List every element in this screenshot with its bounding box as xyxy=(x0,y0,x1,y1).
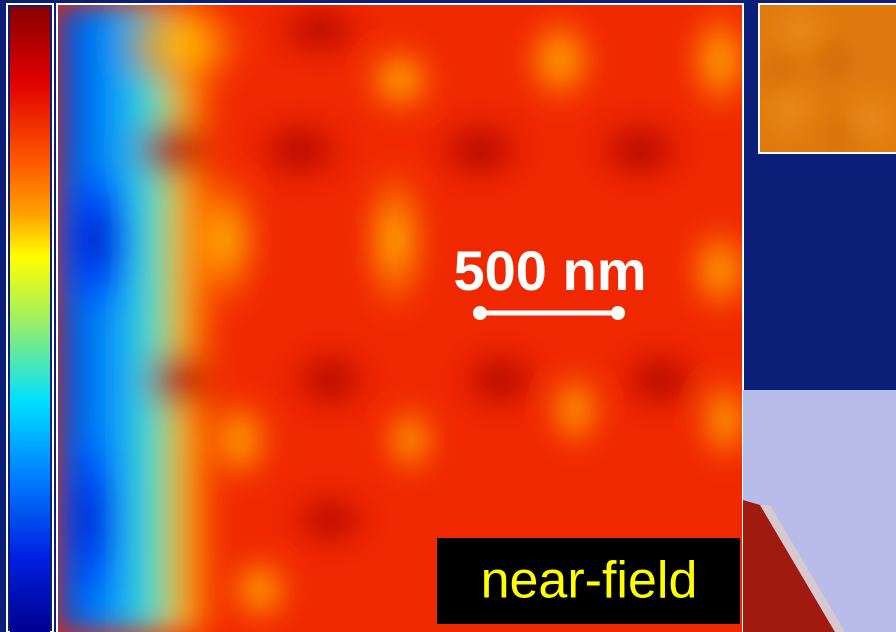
blue-spot xyxy=(50,150,140,330)
hot-spot xyxy=(185,160,265,320)
dark-spot xyxy=(285,345,375,415)
dark-spot xyxy=(285,490,375,550)
inset-dark xyxy=(822,117,858,153)
blue-spot xyxy=(55,410,125,630)
dark-spot xyxy=(615,345,705,415)
colorbar xyxy=(10,7,50,632)
inset-dark xyxy=(813,38,857,82)
mode-label: near-field xyxy=(481,552,698,610)
dark-spot xyxy=(455,345,545,415)
hot-spot xyxy=(685,220,755,320)
hot-spot xyxy=(685,0,755,120)
hot-spot xyxy=(360,40,440,120)
dark-spot xyxy=(140,345,220,415)
hot-spot xyxy=(545,365,605,455)
inset-image xyxy=(760,5,896,153)
hot-spot xyxy=(520,10,600,110)
hot-spot xyxy=(225,550,295,630)
near-field-map xyxy=(50,0,755,632)
scale-bar-end xyxy=(473,306,487,320)
hot-spot xyxy=(380,400,440,480)
inset-bright xyxy=(765,85,815,135)
dark-spot xyxy=(130,115,220,185)
dark-spot xyxy=(590,115,690,185)
scale-label: 500 nm xyxy=(454,239,647,302)
dark-spot xyxy=(250,115,350,185)
dark-spot xyxy=(270,0,370,60)
figure: 500 nm near-field xyxy=(0,0,896,632)
dark-spot xyxy=(430,115,530,185)
hot-spot xyxy=(360,155,430,325)
page: 500 nm near-field (() => { const data = … xyxy=(0,0,896,632)
scale-bar-end xyxy=(611,306,625,320)
hot-spot xyxy=(205,390,275,490)
inset-dark xyxy=(762,52,798,88)
